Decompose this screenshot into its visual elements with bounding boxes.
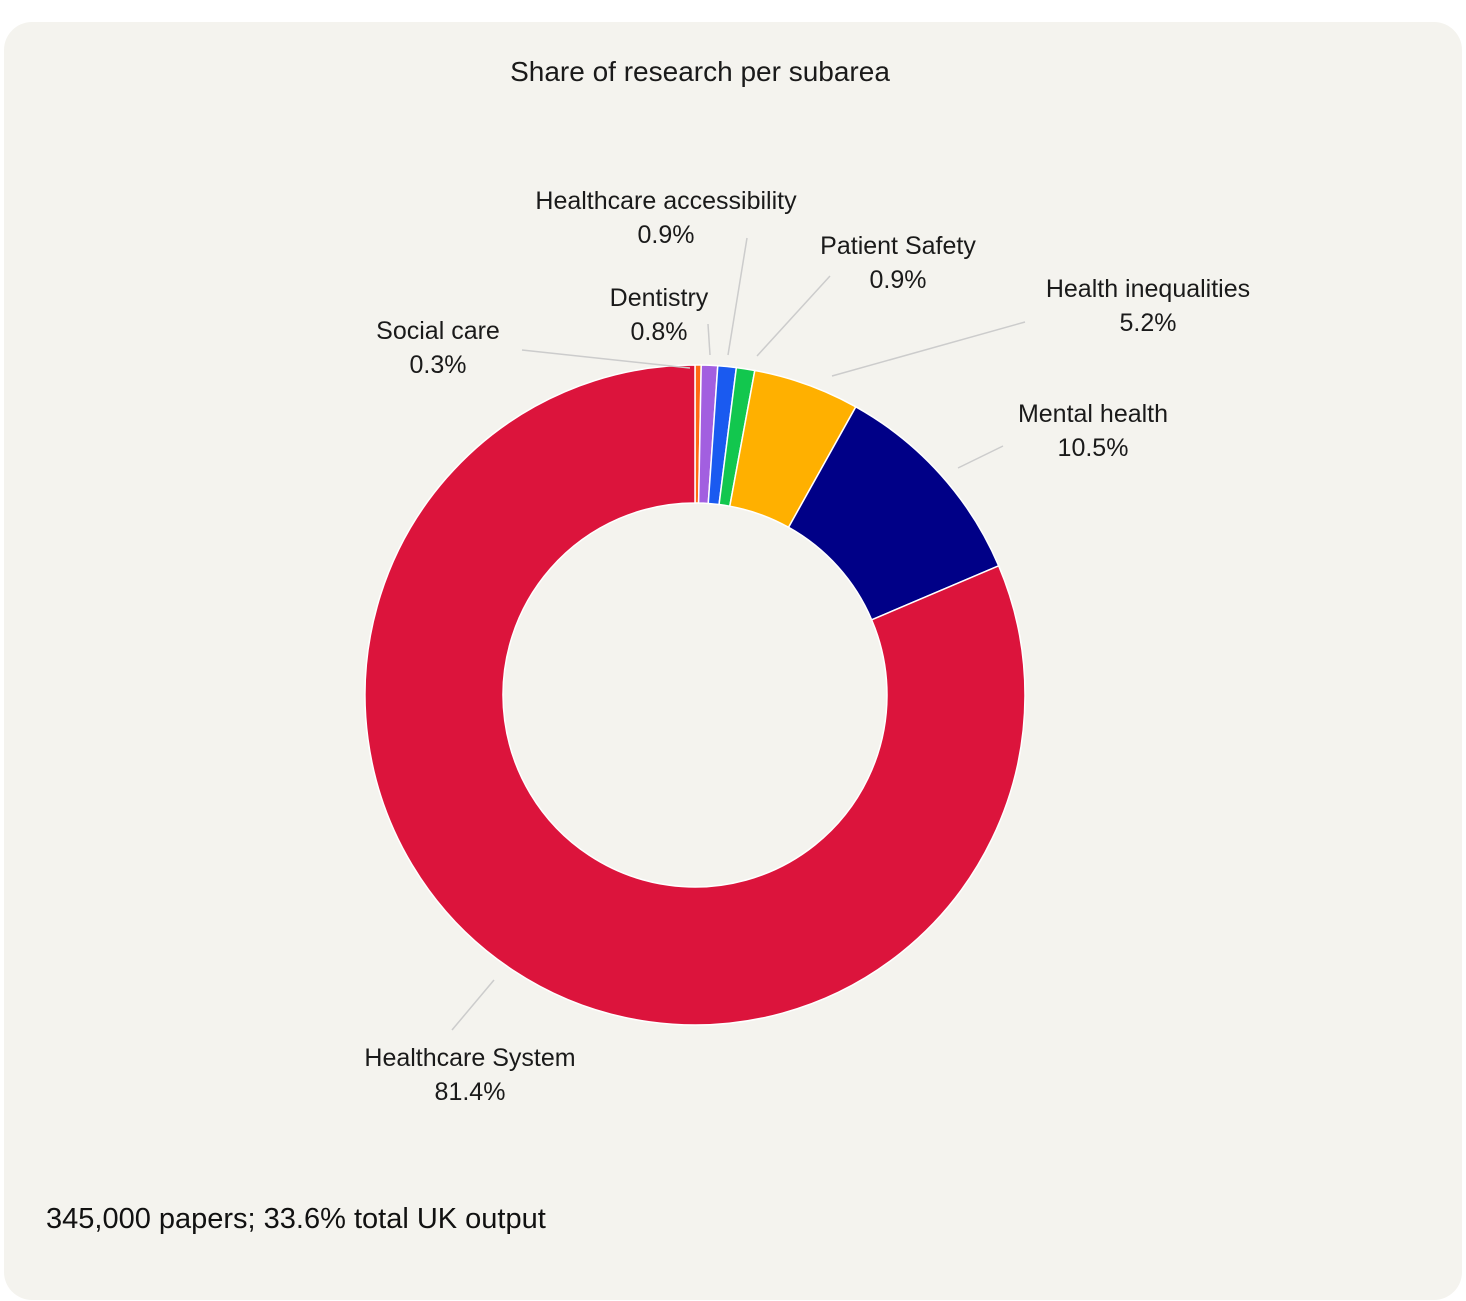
slice-percent-label: 5.2% [1120, 309, 1177, 337]
slice-label: Healthcare System [364, 1044, 575, 1072]
leader-line [727, 237, 748, 356]
chart-card [4, 22, 1462, 1300]
chart-footnote: 345,000 papers; 33.6% total UK output [46, 1203, 546, 1235]
slice-label: Patient Safety [820, 232, 976, 260]
slice-label: Healthcare accessibility [535, 187, 797, 215]
slice-label: Health inequalities [1046, 275, 1250, 303]
slice-percent-label: 0.3% [410, 351, 467, 379]
slice-label: Social care [376, 317, 500, 345]
leader-line [756, 275, 831, 357]
slice-percent-label: 0.9% [638, 221, 695, 249]
leader-line [831, 321, 1026, 377]
slice-label: Mental health [1018, 400, 1168, 428]
slice-label: Dentistry [610, 284, 709, 312]
slice-percent-label: 0.8% [631, 318, 688, 346]
slice-percent-label: 10.5% [1058, 434, 1129, 462]
slice-healthcare-system[interactable] [364, 364, 1026, 1026]
donut-slices [364, 364, 1026, 1026]
leader-line [451, 979, 495, 1031]
chart-title: Share of research per subarea [510, 56, 890, 87]
label-leader-lines [451, 237, 1026, 1031]
leader-line [707, 323, 711, 356]
slice-percent-label: 0.9% [870, 266, 927, 294]
leader-line [957, 445, 1004, 469]
slice-labels: Social care 0.3% Dentistry 0.8% Healthcare a… [364, 187, 1250, 1106]
leader-line [521, 349, 691, 369]
slice-percent-label: 81.4% [435, 1078, 506, 1106]
